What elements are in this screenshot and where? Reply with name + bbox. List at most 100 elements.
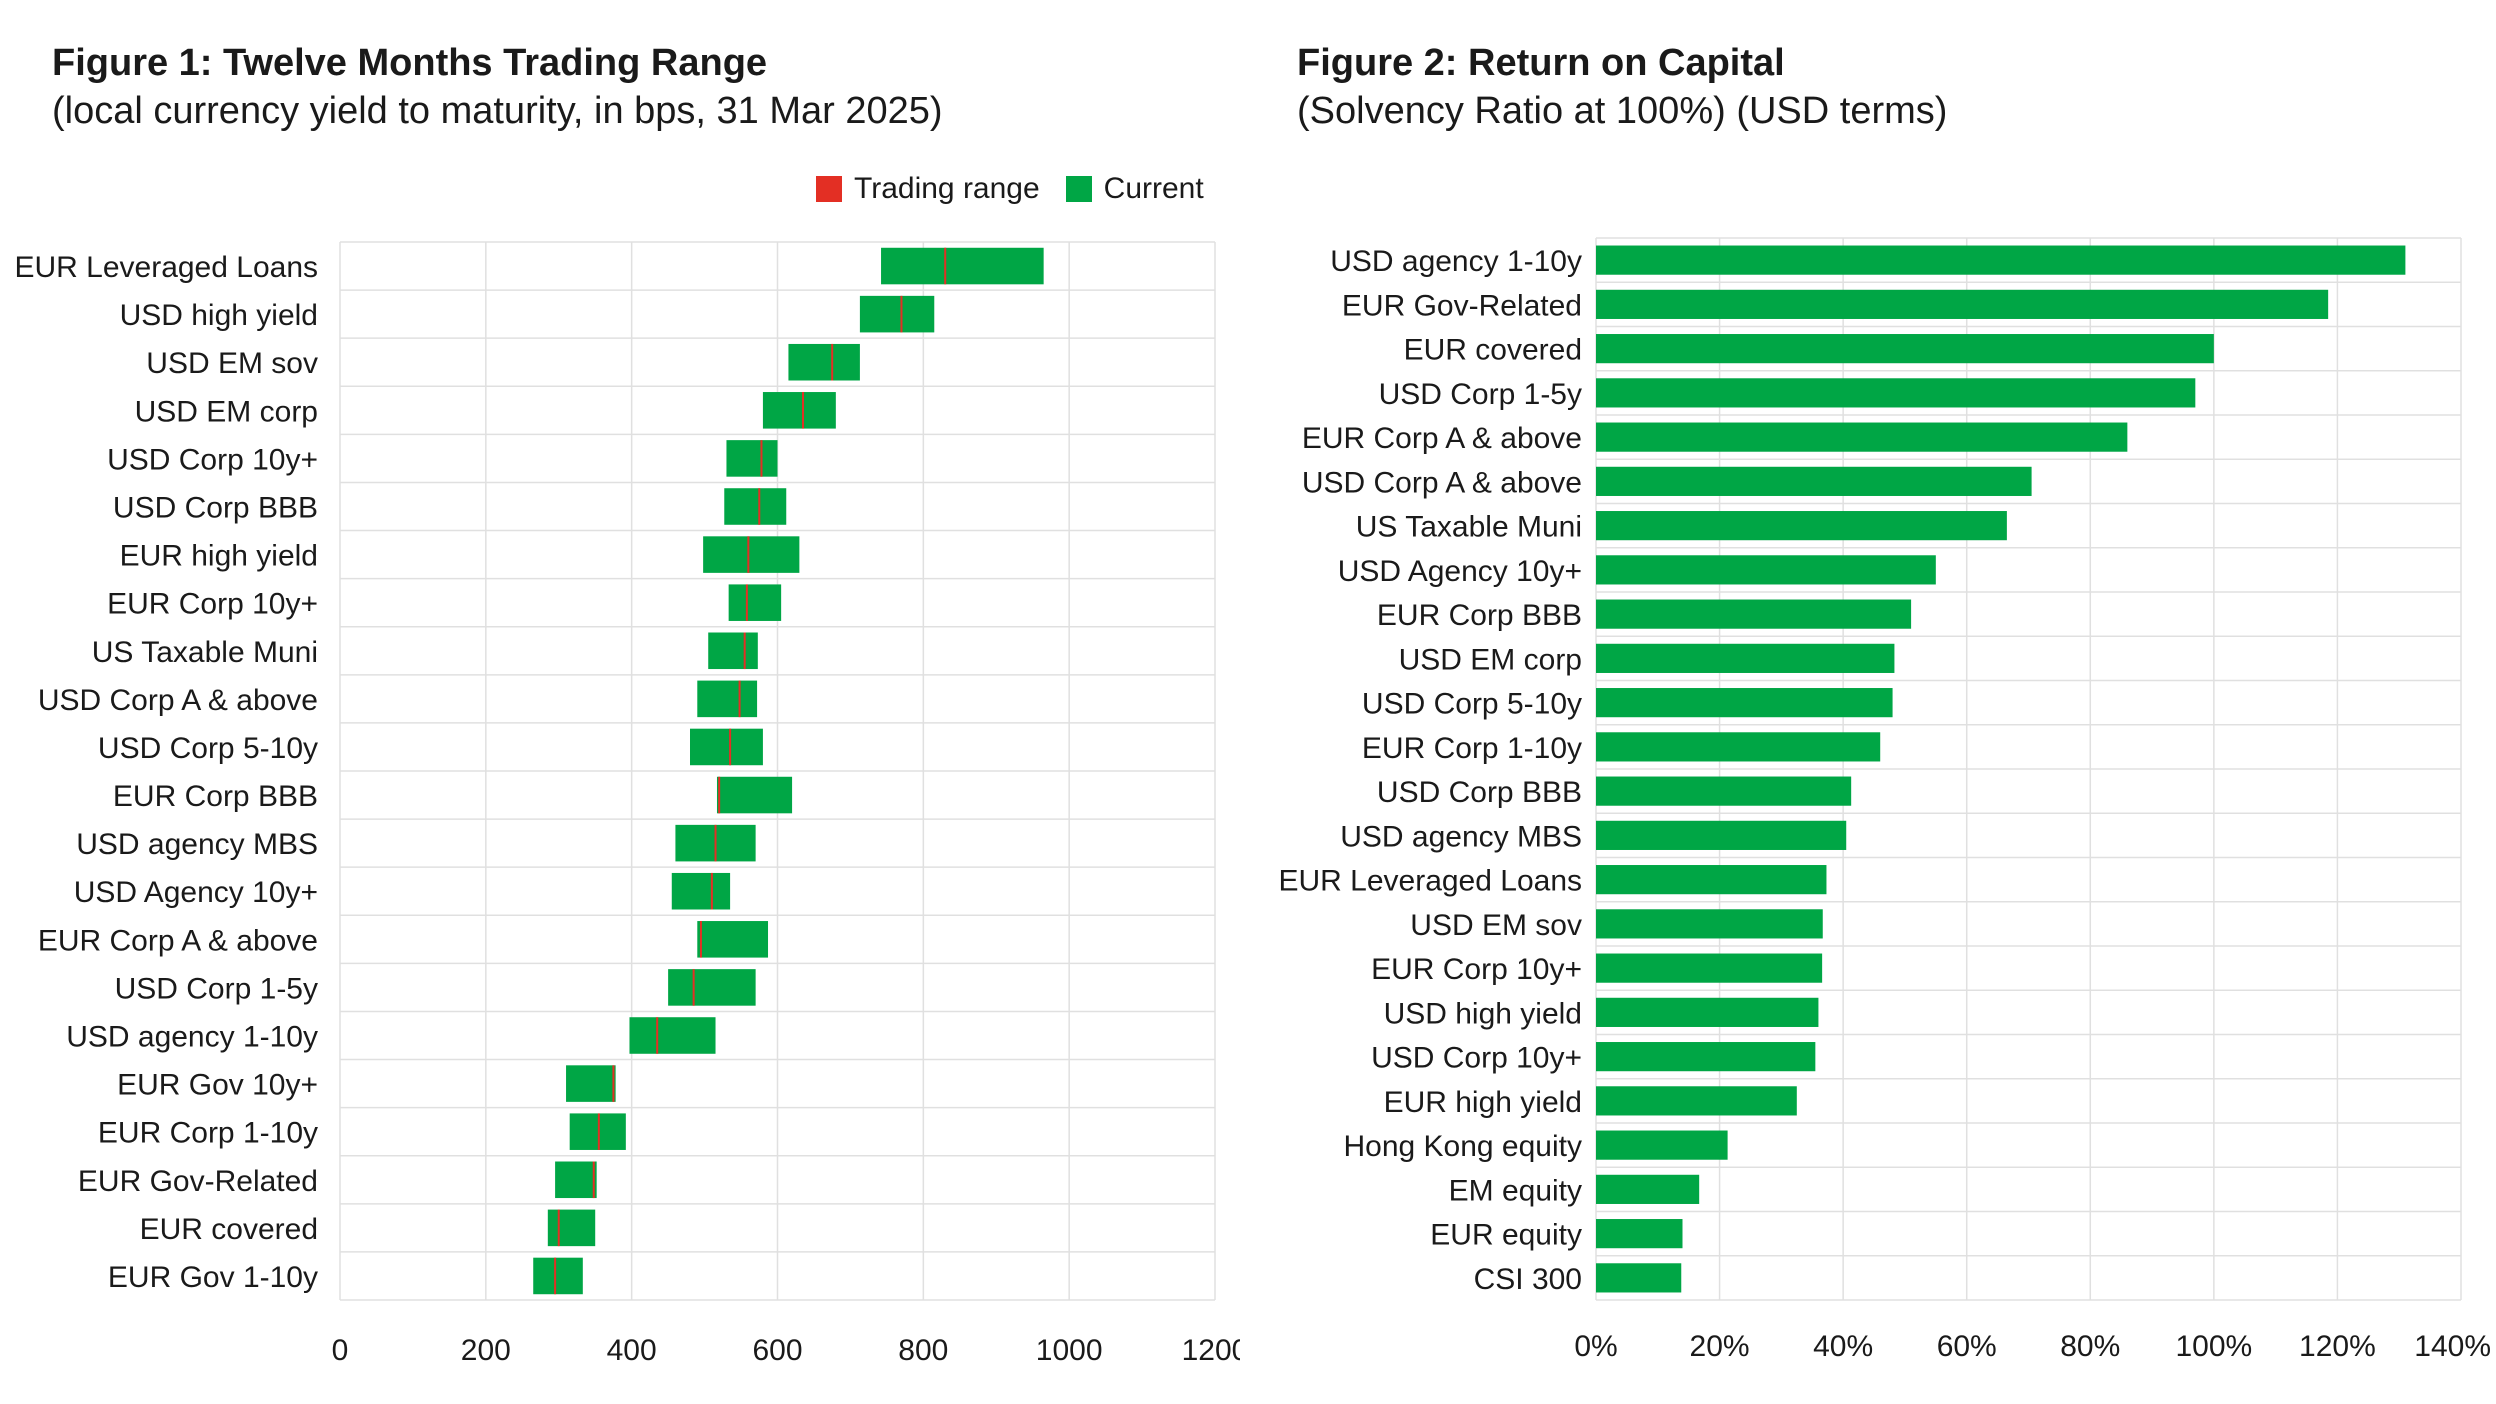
bar-eur-equity (1596, 1219, 1683, 1249)
legend-item-current: Current (1065, 172, 1204, 206)
bar-em-equity (1596, 1174, 1700, 1204)
legend-label-current: Current (1103, 172, 1204, 205)
category-label-usd-corp-bbb: USD Corp BBB (113, 492, 318, 525)
category-label-eur-leveraged-loans: EUR Leveraged Loans (1278, 865, 1582, 898)
range-bar-eur-corp-bbb (716, 776, 793, 814)
figure1-range-chart: 0 200 400 600 800 1000 1200 EUR Leveraged Loans… (14, 241, 1240, 1367)
range-bar-usd-agency-1-10y (629, 1017, 716, 1054)
bar-eur-corp-1-10y (1596, 732, 1881, 762)
x-tick-label: 80% (2060, 1330, 2120, 1363)
bar-usd-corp-1-5y (1596, 378, 2196, 408)
category-label-usd-high-yield: USD high yield (1384, 997, 1582, 1030)
x-tick-label: 100% (2175, 1330, 2252, 1363)
x-tick-label: 120% (2299, 1330, 2376, 1363)
category-label-eur-corp-a-above: EUR Corp A & above (38, 924, 318, 957)
category-label-eur-corp-bbb: EUR Corp BBB (1377, 599, 1582, 632)
category-label-eur-covered: EUR covered (1404, 334, 1582, 367)
category-label-eur-leveraged-loans: EUR Leveraged Loans (14, 251, 318, 284)
x-tick-label: 200 (461, 1334, 511, 1367)
legend-swatch-trading-range (816, 176, 842, 202)
bar-eur-corp-a-above (1596, 422, 2128, 452)
category-label-usd-agency-10y: USD Agency 10y+ (74, 876, 318, 909)
category-label-usd-corp-a-above: USD Corp A & above (1302, 466, 1582, 499)
x-tick-label: 400 (607, 1334, 657, 1367)
bar-eur-gov-related (1596, 289, 2329, 319)
x-tick-label: 0 (332, 1334, 349, 1367)
category-label-usd-corp-5-10y: USD Corp 5-10y (98, 732, 318, 765)
x-tick-label: 40% (1813, 1330, 1873, 1363)
category-label-eur-gov-related: EUR Gov-Related (78, 1165, 318, 1198)
category-label-eur-covered: EUR covered (140, 1213, 318, 1246)
x-tick-label: 800 (898, 1334, 948, 1367)
category-label-usd-corp-10y: USD Corp 10y+ (107, 443, 318, 476)
range-bar-eur-leveraged-loans (881, 247, 1044, 285)
bar-eur-covered (1596, 334, 2214, 364)
x-tick-label: 140% (2414, 1330, 2491, 1363)
x-tick-label: 1200 (1182, 1334, 1240, 1367)
category-label-eur-corp-10y: EUR Corp 10y+ (107, 588, 318, 621)
legend-item-trading-range: Trading range (816, 172, 1040, 206)
category-label-usd-agency-mbs: USD agency MBS (1340, 820, 1582, 853)
figure1-title: Figure 1: Twelve Months Trading Range (52, 42, 768, 84)
bar-csi-300 (1596, 1263, 1682, 1293)
bar-eur-leveraged-loans (1596, 865, 1827, 895)
category-label-usd-high-yield: USD high yield (120, 299, 318, 332)
category-label-eur-high-yield: EUR high yield (120, 540, 318, 573)
bar-eur-high-yield (1596, 1086, 1797, 1116)
bar-usd-corp-10y (1596, 1042, 1816, 1072)
range-bar-usd-corp-10y (726, 440, 778, 477)
figure1-subtitle: (local currency yield to maturity, in bp… (52, 90, 943, 132)
range-bar-eur-corp-1-10y (569, 1113, 626, 1150)
range-bar-usd-corp-a-above (697, 680, 758, 718)
category-label-usd-corp-10y: USD Corp 10y+ (1371, 1042, 1582, 1075)
range-bar-eur-high-yield (703, 536, 800, 573)
category-label-usd-agency-1-10y: USD agency 1-10y (1330, 245, 1582, 278)
bar-usd-high-yield (1596, 997, 1819, 1027)
category-label-eur-corp-10y: EUR Corp 10y+ (1371, 953, 1582, 986)
category-label-usd-corp-1-5y: USD Corp 1-5y (1379, 378, 1582, 411)
category-label-eur-gov-10y: EUR Gov 10y+ (117, 1069, 318, 1102)
range-bar-eur-covered (547, 1209, 596, 1247)
category-label-usd-corp-5-10y: USD Corp 5-10y (1362, 688, 1582, 721)
category-label-us-taxable-muni: US Taxable Muni (92, 636, 318, 669)
range-bar-usd-corp-1-5y (668, 969, 756, 1006)
category-label-em-equity: EM equity (1449, 1174, 1582, 1207)
figure1-legend: Trading range Current (790, 172, 1204, 206)
bar-eur-corp-bbb (1596, 599, 1912, 629)
category-label-usd-corp-1-5y: USD Corp 1-5y (115, 972, 318, 1005)
bar-eur-corp-10y (1596, 953, 1823, 983)
legend-label-trading-range: Trading range (854, 172, 1040, 205)
figure2-subtitle: (Solvency Ratio at 100%) (USD terms) (1297, 90, 1948, 132)
category-label-usd-agency-mbs: USD agency MBS (76, 828, 318, 861)
category-label-hong-kong-equity: Hong Kong equity (1343, 1130, 1582, 1163)
bar-usd-em-sov (1596, 909, 1823, 939)
category-label-usd-agency-10y: USD Agency 10y+ (1338, 555, 1582, 588)
category-label-usd-em-sov: USD EM sov (1410, 909, 1582, 942)
x-tick-label: 1000 (1036, 1334, 1103, 1367)
bar-us-taxable-muni (1596, 511, 2007, 541)
bar-usd-corp-a-above (1596, 466, 2032, 496)
range-bar-usd-em-sov (788, 343, 860, 381)
range-bar-usd-corp-5-10y (690, 728, 763, 766)
category-label-eur-corp-bbb: EUR Corp BBB (113, 780, 318, 813)
category-label-usd-em-corp: USD EM corp (1399, 643, 1582, 676)
category-label-usd-em-sov: USD EM sov (146, 347, 318, 380)
x-tick-label: 20% (1690, 1330, 1750, 1363)
bar-usd-agency-mbs (1596, 820, 1847, 850)
x-tick-label: 0% (1574, 1330, 1617, 1363)
category-label-eur-corp-1-10y: EUR Corp 1-10y (1362, 732, 1582, 765)
category-label-usd-agency-1-10y: USD agency 1-10y (66, 1021, 318, 1054)
category-label-eur-high-yield: EUR high yield (1384, 1086, 1582, 1119)
range-bar-eur-gov-1-10y (533, 1257, 583, 1295)
category-label-us-taxable-muni: US Taxable Muni (1356, 511, 1582, 544)
bar-hong-kong-equity (1596, 1130, 1728, 1160)
category-label-eur-corp-a-above: EUR Corp A & above (1302, 422, 1582, 455)
legend-swatch-current (1065, 176, 1092, 202)
category-label-csi-300: CSI 300 (1474, 1263, 1582, 1296)
range-bar-eur-gov-related (555, 1161, 597, 1199)
bar-usd-agency-1-10y (1596, 245, 2406, 275)
range-bar-usd-agency-10y (671, 872, 731, 910)
category-label-eur-corp-1-10y: EUR Corp 1-10y (98, 1117, 318, 1150)
bar-usd-agency-10y (1596, 555, 1936, 585)
range-bar-us-taxable-muni (708, 632, 758, 670)
